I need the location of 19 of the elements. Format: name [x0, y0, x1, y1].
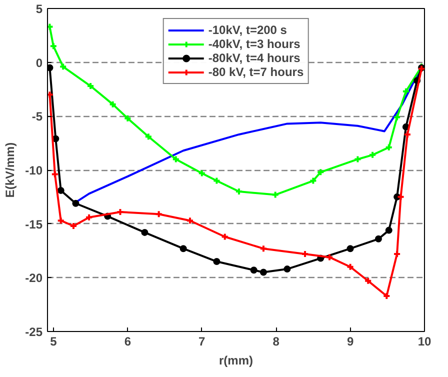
legend-label: -40kV, t=3 hours	[208, 37, 300, 51]
y-tick-label: 5	[36, 2, 43, 16]
legend-label: -10kV, t=200 s	[208, 23, 287, 37]
x-axis-title: r(mm)	[219, 354, 254, 368]
y-tick-label: 0	[36, 56, 43, 70]
x-tick-label: 6	[124, 334, 132, 348]
legend-label: -80kV, t=4 hours	[208, 51, 300, 65]
x-tick-label: 7	[198, 334, 206, 348]
y-tick-label: -10	[25, 164, 43, 178]
y-tick-label: -15	[25, 217, 43, 232]
y-tick-label: -25	[25, 325, 43, 339]
legend-label: -80 kV, t=7 hours	[208, 65, 304, 79]
x-tick-label: 8	[272, 334, 280, 348]
y-tick-label: -5	[32, 110, 43, 124]
x-tick-label: 9	[346, 334, 354, 348]
y-axis-title: E(kV/mm)	[3, 142, 18, 198]
x-tick-label: 5	[50, 334, 58, 348]
y-tick-label: -20	[25, 271, 43, 286]
x-tick-label: 10	[418, 334, 432, 348]
